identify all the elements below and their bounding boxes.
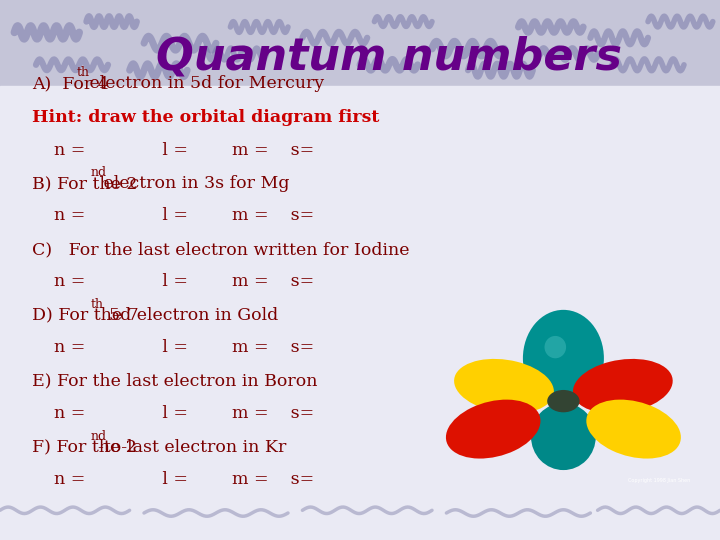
Text: nd: nd [91,430,107,443]
Ellipse shape [454,359,554,414]
Bar [0,0,720,86]
Ellipse shape [544,336,566,359]
Ellipse shape [446,400,541,458]
Text: E) For the last electron in Boron: E) For the last electron in Boron [32,373,318,390]
Text: 5d electron in Gold: 5d electron in Gold [99,307,279,324]
Text: n =              l =        m =    s=: n = l = m = s= [32,405,315,422]
Text: A)  For 4: A) For 4 [32,75,109,92]
Text: Copyright 1998 Jian Shen: Copyright 1998 Jian Shen [628,478,690,483]
Text: n =              l =        m =    s=: n = l = m = s= [32,273,315,291]
Ellipse shape [547,390,580,413]
Text: Quantum numbers: Quantum numbers [156,35,622,78]
Bar [0,86,720,540]
Ellipse shape [573,359,672,414]
Text: n =              l =        m =    s=: n = l = m = s= [32,339,315,356]
Text: D) For the 7: D) For the 7 [32,307,139,324]
Text: th: th [76,66,89,79]
Ellipse shape [531,403,596,470]
Text: n =              l =        m =    s=: n = l = m = s= [32,141,315,159]
Text: n =              l =        m =    s=: n = l = m = s= [32,207,315,225]
Text: th: th [91,298,104,311]
Text: F) For the 2: F) For the 2 [32,438,138,456]
Text: electron in 3s for Mg: electron in 3s for Mg [99,175,290,192]
Text: -to-last electron in Kr: -to-last electron in Kr [99,438,287,456]
Text: n =              l =        m =    s=: n = l = m = s= [32,471,315,488]
Ellipse shape [523,310,604,407]
Text: Hint: draw the orbital diagram first: Hint: draw the orbital diagram first [32,109,379,126]
Text: B) For the 2: B) For the 2 [32,175,138,192]
Text: electron in 5d for Mercury: electron in 5d for Mercury [84,75,324,92]
Text: nd: nd [91,166,107,179]
Text: C)   For the last electron written for Iodine: C) For the last electron written for Iod… [32,241,410,258]
Ellipse shape [586,400,681,458]
